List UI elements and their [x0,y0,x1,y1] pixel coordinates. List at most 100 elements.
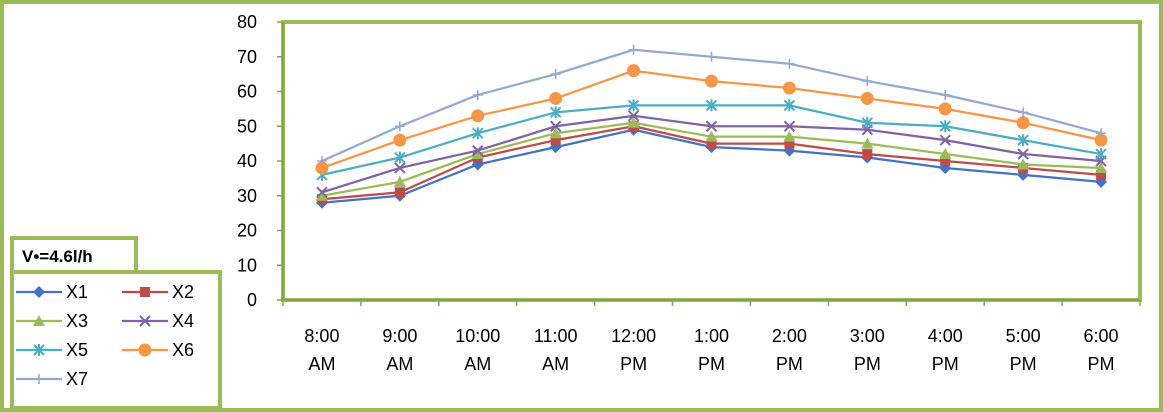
legend-label: X4 [172,311,194,331]
data-point [549,120,562,132]
data-point [1095,161,1108,173]
data-point [394,187,405,198]
data-point [782,81,796,95]
data-point [705,74,718,88]
y-axis: 0 10 20 30 40 50 60 70 80 [237,12,284,310]
legend-label: X6 [172,340,194,360]
y-tick-label: 20 [237,221,257,241]
legend-label: X3 [66,311,88,331]
data-point [939,148,952,160]
data-point [705,120,718,132]
data-point [627,64,641,78]
data-point [860,91,874,105]
data-point [861,137,874,149]
legend-label: X1 [66,282,88,302]
data-point [1094,133,1108,147]
data-point [315,161,329,175]
y-tick-label: 10 [237,255,257,275]
y-tick-label: 0 [247,290,257,310]
y-tick-label: 80 [237,12,257,32]
legend: X1 X2 X3 X4 X5 X6 X7 [10,270,222,410]
y-tick-label: 30 [237,186,257,206]
data-point [705,130,718,142]
data-point [862,149,873,160]
legend-item-x3: X3 [16,311,88,331]
annotation-box: V•=4.6l/h [10,236,138,274]
data-point [783,120,796,132]
legend-marker [34,374,44,384]
data-point [471,109,485,123]
legend-label: X5 [66,340,88,360]
series-x6 [315,64,1108,175]
plot-area-border [281,20,1142,302]
data-point [549,91,563,105]
data-point [862,76,873,87]
legend-label: X7 [66,369,88,389]
data-point [627,110,640,122]
legend-label: X2 [172,282,194,302]
data-point [939,120,951,133]
data-point [1017,158,1030,170]
data-point [549,106,562,119]
series-x7 [316,44,1107,166]
data-point [1017,134,1029,147]
data-point [316,186,328,198]
x-tick-label: 9:00 AM [382,326,417,374]
legend-marker [33,344,45,356]
data-point [938,102,952,116]
data-point [550,69,561,80]
data-point [472,89,483,100]
x-tick-label: 2:00 PM [772,326,807,374]
data-point [940,89,951,100]
data-point [627,99,640,112]
data-point [472,144,484,157]
data-point [394,162,406,174]
data-point [393,175,406,187]
x-axis: 8:00 AM 9:00 AM 10:00 AM 11:00 AM 12:00 PM 1:00 PM 2… [282,299,1141,374]
x-tick-label: 3:00 PM [850,326,885,374]
x-tick-label: 1:00 PM [694,326,729,374]
data-point [628,44,639,55]
legend-item-x6: X6 [122,340,194,360]
x-tick-label: 6:00 PM [1084,326,1119,374]
data-point [1096,128,1107,139]
x-tick-label: 8:00 AM [304,326,339,374]
legend-marker [140,287,150,297]
data-point [393,133,407,147]
data-point [1017,148,1029,160]
series-x5 [316,99,1107,181]
data-point [394,121,405,132]
data-point [549,127,562,139]
y-tick-label: 40 [237,151,257,171]
data-point [394,151,406,164]
y-tick-label: 70 [237,47,257,67]
data-point [627,116,640,128]
series-layer [315,44,1108,209]
data-point [316,156,327,166]
x-tick-label: 11:00 AM [534,326,578,374]
data-point [471,148,484,160]
series-x4 [316,110,1107,198]
legend-marker [138,343,152,357]
data-point [706,51,717,62]
legend-item-x5: X5 [16,340,88,360]
annotation-label: V•=4.6l/h [22,247,93,266]
data-point [784,138,795,149]
data-point [940,156,951,166]
data-point [1096,169,1107,180]
x-tick-label: 10:00 AM [455,326,500,374]
legend-marker [33,315,45,326]
legend-item-x2: X2 [122,282,194,302]
legend-item-x1: X1 [16,282,88,302]
data-point [1018,107,1029,118]
y-tick-label: 50 [237,116,257,136]
y-tick-label: 60 [237,82,257,102]
legend-marker [33,286,45,298]
legend-item-x4: X4 [122,311,194,331]
legend-item-x7: X7 [16,369,88,389]
data-point [1016,116,1030,130]
data-point [783,130,796,142]
data-point [861,116,874,129]
